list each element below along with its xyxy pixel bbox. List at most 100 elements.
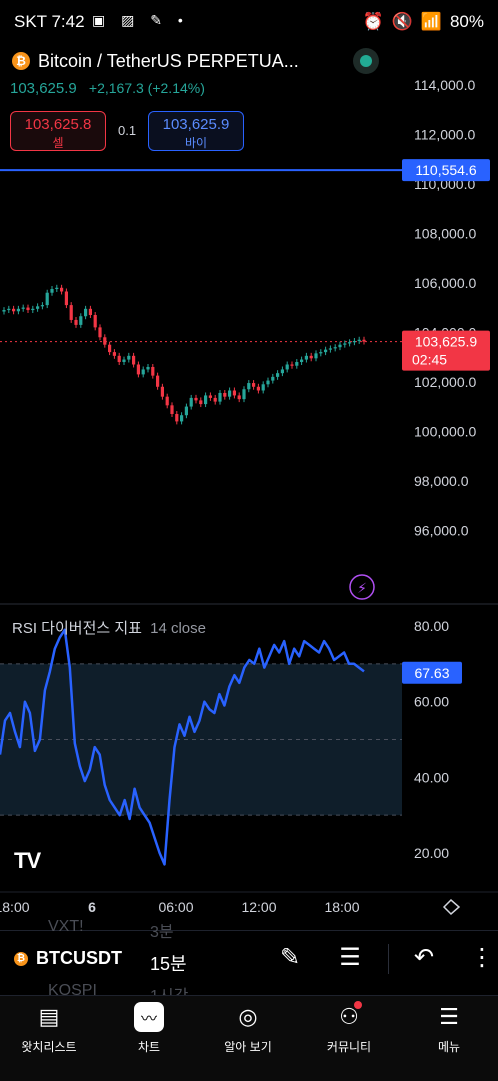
nav-label: 차트 — [137, 1040, 161, 1054]
price-tick-label: 102,000.0 — [414, 374, 476, 390]
community-icon: ⚇ — [339, 1004, 359, 1029]
market-status-icon[interactable] — [353, 48, 379, 74]
nav-label: 알아 보기 — [224, 1040, 272, 1054]
candle-body — [266, 380, 270, 385]
last-price-badge — [402, 330, 490, 371]
rsi-indicator-label[interactable]: RSI 다이버전스 지표 14 close — [12, 617, 206, 638]
nav-chart[interactable]: 〰 차트 — [104, 1002, 194, 1055]
compass-icon: ◎ — [238, 1004, 258, 1029]
time-tick-label: 18:00 — [324, 899, 359, 915]
sliders-icon[interactable]: ☰ — [339, 944, 361, 971]
candle-body — [362, 339, 366, 342]
status-right: ⏰ 🔇 📶 80% — [362, 12, 484, 32]
ghost-item: KOSPI — [48, 982, 97, 999]
candle-body — [228, 390, 232, 397]
status-bar: SKT 7:42 ▣ ▨ ✎ • ⏰ 🔇 📶 80% — [0, 0, 498, 44]
candle-body — [324, 349, 328, 353]
candle-body — [21, 307, 25, 309]
candle-body — [160, 386, 164, 397]
price-tick-label: 106,000.0 — [414, 275, 476, 291]
candle-body — [271, 376, 275, 381]
candle-body — [352, 340, 356, 343]
chart-canvas[interactable]: 114,000.0112,000.0110,000.0108,000.0106,… — [0, 44, 498, 924]
candle-body — [261, 384, 265, 391]
candle-body — [103, 337, 107, 345]
settings-icon — [442, 898, 461, 916]
undo-icon[interactable]: ↶ — [413, 944, 435, 971]
status-time: SKT 7:42 — [14, 12, 85, 31]
buy-button[interactable]: 103,625.9 바이 — [148, 111, 244, 151]
nav-community[interactable]: ⚇ 커뮤니티 — [304, 1002, 394, 1055]
more-icon[interactable]: ⋮ — [470, 944, 494, 971]
candle-body — [165, 396, 169, 406]
candle-body — [343, 343, 347, 345]
candle-body — [309, 355, 313, 359]
candle-body — [146, 366, 150, 370]
candle-body — [45, 292, 49, 306]
toolbar-divider — [388, 944, 389, 974]
candle-body — [2, 310, 6, 312]
pencil-icon[interactable]: ✎ — [279, 944, 301, 971]
alarm-icon: ⏰ — [362, 12, 384, 31]
candle-body — [112, 352, 116, 356]
chart-icon: 〰 — [134, 1002, 164, 1032]
interval-selector[interactable]: 15분 — [150, 954, 187, 974]
candle-body — [300, 359, 304, 363]
candle-body — [108, 344, 112, 353]
price-tick-label: 96,000.0 — [414, 522, 469, 538]
symbol-title[interactable]: ₿ Bitcoin / TetherUS PERPETUA... — [12, 48, 352, 74]
candle-body — [132, 355, 136, 365]
candle-body — [285, 364, 289, 370]
candle-body — [232, 390, 236, 396]
rsi-tick-label: 80.00 — [414, 618, 449, 634]
tradingview-logo: TV — [14, 848, 41, 873]
time-tick-label: 18:00 — [0, 899, 30, 915]
price-tick-label: 114,000.0 — [414, 77, 475, 93]
symbol-title-text: Bitcoin / TetherUS PERPETUA... — [38, 50, 299, 71]
candle-body — [223, 392, 227, 397]
candle-body — [194, 397, 198, 401]
nav-menu[interactable]: ☰ 메뉴 — [404, 1002, 494, 1055]
candle-body — [184, 406, 188, 416]
candle-body — [170, 405, 174, 414]
sell-button[interactable]: 103,625.8 셀 — [10, 111, 106, 151]
rsi-tick-label: 60.00 — [414, 694, 449, 710]
candle-body — [338, 344, 342, 348]
last-price: 103,625.9 — [10, 80, 77, 97]
candle-body — [127, 355, 131, 360]
price-tick-label: 108,000.0 — [414, 225, 476, 241]
candle-body — [122, 359, 126, 363]
nav-explore[interactable]: ◎ 알아 보기 — [203, 1002, 293, 1055]
mute-icon: 🔇 — [391, 12, 413, 31]
price-change: +2,167.3 (+2.14%) — [88, 80, 205, 96]
rsi-tick-label: 20.00 — [414, 845, 449, 861]
notification-icons: ▣ ▨ ✎ • — [92, 12, 189, 28]
candle-body — [237, 395, 241, 400]
candle-body — [252, 383, 256, 387]
candle-body — [79, 316, 83, 325]
candle-body — [36, 306, 40, 309]
candle-body — [204, 395, 208, 405]
notification-badge — [354, 1001, 362, 1009]
candle-body — [189, 397, 193, 407]
buy-label: 바이 — [184, 136, 208, 150]
candle-body — [64, 291, 68, 306]
nav-watchlist[interactable]: ▤ 왓치리스트 — [4, 1002, 94, 1055]
candle-body — [218, 392, 222, 402]
candle-body — [208, 395, 212, 398]
battery-text: 80% — [449, 12, 484, 31]
candle-body — [74, 319, 78, 325]
rsi-value-badge — [402, 661, 462, 684]
symbol-selector[interactable]: ₿ BTCUSDT — [14, 948, 122, 969]
rsi-params: 14 close — [150, 620, 206, 637]
alert-price-label: 110,554.6 — [415, 162, 476, 178]
candle-body — [26, 307, 30, 311]
candle-body — [55, 287, 59, 290]
candle-body — [31, 308, 35, 311]
sell-label: 셀 — [52, 136, 64, 150]
candle-body — [60, 287, 64, 292]
candle-body — [247, 383, 251, 390]
rsi-title: RSI 다이버전스 지표 — [12, 620, 142, 637]
candle-body — [333, 347, 337, 349]
candle-body — [12, 308, 16, 312]
